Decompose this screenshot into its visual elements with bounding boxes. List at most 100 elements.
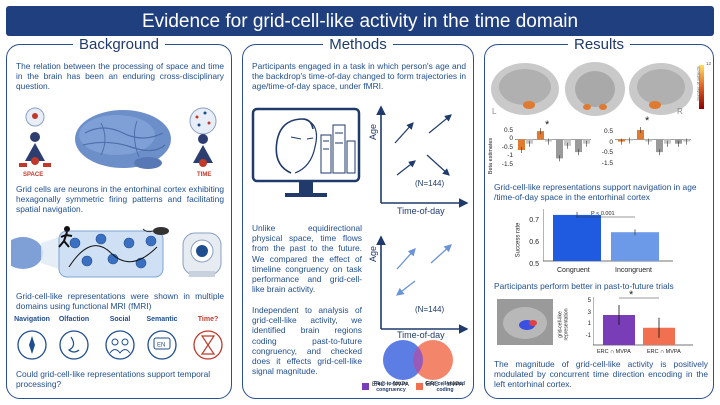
poster-title: Evidence for grid-cell-like activity in … xyxy=(141,11,579,32)
legend-2: ERC ∩ MVPA xyxy=(426,382,463,388)
grid-ylabel: grid-cell-like representation xyxy=(557,308,570,341)
methods-para3: Independent to analysis of grid-cell-lik… xyxy=(252,305,362,377)
legend-swatch-purple xyxy=(362,383,369,390)
brain-inset xyxy=(497,299,553,345)
brain-icon xyxy=(11,237,43,269)
grid-tick: -1 xyxy=(585,332,591,339)
brain-slice-middle xyxy=(565,62,625,116)
success-tick: 0.6 xyxy=(529,239,539,246)
beta-star-right: * xyxy=(645,115,650,127)
face-city-illustration xyxy=(251,107,361,197)
grid-star: * xyxy=(629,289,634,301)
success-cat-congruent: Congruent xyxy=(557,267,590,274)
beta-bar xyxy=(537,131,544,140)
colorbar-top: 12 xyxy=(706,61,712,66)
beta-bar xyxy=(564,139,571,146)
beta-chart-right xyxy=(615,127,691,156)
time-label: TIME xyxy=(197,172,211,178)
compass-icon xyxy=(17,330,47,360)
beta-star-left: * xyxy=(545,119,550,131)
success-rate-chart xyxy=(543,209,673,262)
beta-bar xyxy=(518,139,525,150)
p-value-label: P < 0.001 xyxy=(591,211,615,217)
beta-tick: -1.5 xyxy=(501,160,513,168)
legend-swatch-orange xyxy=(416,383,423,390)
axis-age-label-1: Age xyxy=(368,123,379,141)
trajectory-plot-2 xyxy=(376,235,469,334)
venn-left-label: Past-to-future congruency xyxy=(373,381,408,393)
n-label-1: (N=144) xyxy=(415,179,445,188)
beta-tick: 0 xyxy=(509,135,513,143)
domain-icons: Navigation Olfaction Social Semantic Tim… xyxy=(11,316,229,366)
axis-time-label-1: Time-of-day xyxy=(397,206,445,216)
background-question: Could grid-cell-like representations sup… xyxy=(16,369,211,390)
venn-right-label: Grid-cell-related coding xyxy=(425,381,465,393)
axis-time-label-2: Time-of-day xyxy=(397,330,445,340)
methods-para2: Unlike equidirectional physical space, t… xyxy=(252,223,362,295)
brain-icon xyxy=(75,110,171,169)
domain-social-label: Social xyxy=(109,316,131,323)
results-text1: Grid-cell-like representations support n… xyxy=(494,182,697,203)
background-header: Background xyxy=(72,36,166,53)
beta-ylabel: Beta estimates xyxy=(488,137,495,175)
results-text2: Participants perform better in past-to-f… xyxy=(494,281,674,291)
success-bar xyxy=(611,232,659,261)
grid-tick: 1 xyxy=(587,321,591,327)
space-time-illustration: SPACE TIME xyxy=(19,107,217,178)
nose-icon xyxy=(59,330,89,360)
space-label: SPACE xyxy=(23,172,43,178)
axis-age-label-2: Age xyxy=(368,245,379,263)
success-bar xyxy=(553,214,601,261)
beta-tick-right: -1.5 xyxy=(601,159,613,167)
grid-tick: 5 xyxy=(587,298,591,304)
methods-header: Methods xyxy=(323,36,393,53)
success-tick: 0.5 xyxy=(529,261,539,268)
rat-icon xyxy=(142,227,169,235)
title-bar: Evidence for grid-cell-like activity in … xyxy=(6,6,714,36)
beta-tick-right: 0.5 xyxy=(603,128,613,135)
speech-icon: EN xyxy=(147,330,177,360)
domain-semantic-label: Semantic xyxy=(146,316,178,323)
methods-para1: Participants engaged in a task in which … xyxy=(252,61,466,92)
svg-text:EN: EN xyxy=(157,343,165,349)
grid-cell-illustration xyxy=(11,226,222,278)
success-tick: 0.7 xyxy=(529,217,539,224)
mri-scanner-icon xyxy=(182,232,222,277)
grid-representation-chart xyxy=(593,297,693,346)
domain-navigation-label: Navigation xyxy=(14,316,50,323)
results-header: Results xyxy=(567,36,631,53)
brain-slice-right xyxy=(629,63,693,115)
success-cat-incongruent: Incongruent xyxy=(615,267,652,274)
beta-bar xyxy=(637,130,644,140)
colorbar xyxy=(699,65,704,109)
brain-right-label: R xyxy=(677,107,683,116)
background-para1: The relation between the processing of s… xyxy=(16,61,224,92)
venn-legend: ERC ∩ MVPA ERC ∩ MVPA xyxy=(362,382,482,392)
methods-panel: Methods Participants engaged in a task i… xyxy=(242,36,474,399)
hourglass-icon xyxy=(193,330,223,360)
success-ylabel: Success rate xyxy=(515,222,522,258)
beta-tick-right: -0.5 xyxy=(601,149,613,156)
beta-bar xyxy=(656,139,663,153)
beta-bar xyxy=(575,139,582,153)
beta-chart-left xyxy=(515,128,591,162)
time-figure-icon: TIME xyxy=(189,107,217,178)
trajectory-plot-1 xyxy=(376,105,469,208)
background-para2: Grid cells are neurons in the entorhinal… xyxy=(16,184,224,215)
domain-time-label: Time? xyxy=(197,316,219,323)
beta-tick: -1 xyxy=(507,152,513,160)
beta-tick: -0.5 xyxy=(501,143,513,151)
background-para3: Grid-cell-like representations were show… xyxy=(16,291,224,312)
runner-icon xyxy=(58,226,73,248)
venn-diagram xyxy=(383,340,453,380)
results-panel: Results L R 12 Number of subjects Beta e… xyxy=(484,36,714,399)
background-panel: Background The relation between the proc… xyxy=(6,36,232,399)
grid-tick: 3 xyxy=(587,309,591,316)
space-figure-icon: SPACE xyxy=(19,107,51,178)
results-text3: The magnitude of grid-cell-like activity… xyxy=(494,359,708,390)
domain-olfaction-label: Olfaction xyxy=(58,316,90,323)
n-label-2: (N=144) xyxy=(415,305,445,314)
social-icon xyxy=(105,330,135,360)
grid-cat-2: ERC ∩ MVPA xyxy=(647,349,681,355)
brain-slices xyxy=(491,62,704,116)
